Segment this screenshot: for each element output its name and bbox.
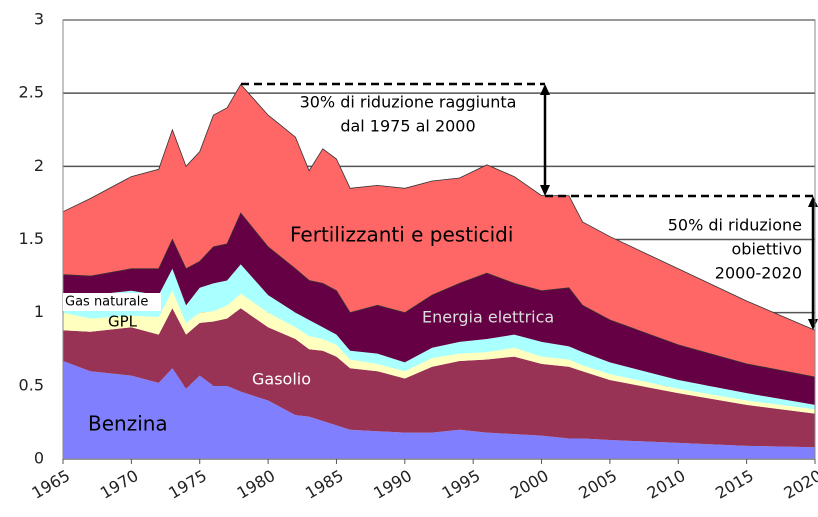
- series-label: Benzina: [88, 412, 168, 436]
- annotation: 50% di riduzione: [668, 216, 802, 235]
- y-tick-label: 0.5: [19, 375, 44, 394]
- area: [63, 360, 815, 459]
- annotation: dal 1975 al 2000: [340, 117, 475, 136]
- x-tick-label: 1975: [165, 466, 210, 503]
- series-label: Fertilizzanti e pesticidi: [290, 223, 513, 247]
- areas: [62, 83, 816, 459]
- y-tick-label: 2.5: [19, 83, 44, 102]
- y-tick-label: 1.5: [19, 229, 44, 248]
- area: [63, 290, 815, 414]
- area: [63, 213, 815, 405]
- series-label: GPL: [108, 313, 138, 331]
- arrow-head: [540, 185, 550, 196]
- y-tick-label: 0: [34, 449, 44, 468]
- series-label: Gas naturale: [65, 295, 148, 310]
- area: [63, 264, 815, 410]
- label-background: [63, 293, 161, 311]
- x-tick-label: 2015: [712, 466, 757, 503]
- series-label: Gasolio: [252, 370, 311, 389]
- x-tick-label: 1990: [370, 466, 415, 503]
- y-tick-label: 3: [34, 10, 44, 29]
- x-tick-label: 1965: [28, 466, 73, 503]
- x-tick-label: 2005: [575, 466, 620, 503]
- x-tick-label: 1995: [439, 466, 484, 503]
- x-tick-label: 2000: [507, 466, 552, 503]
- x-tick-label: 1970: [97, 466, 142, 503]
- annotation: 2000-2020: [715, 264, 802, 283]
- x-tick-label: 2020: [780, 466, 818, 503]
- overlay: 30% di riduzione raggiunta dal 1975 al 20…: [241, 82, 818, 330]
- x-tick-label: 1985: [302, 466, 347, 503]
- y-tick-label: 2: [34, 156, 44, 175]
- annotation: obiettivo: [732, 240, 802, 259]
- annotation: 30% di riduzione raggiunta: [300, 93, 517, 112]
- series-label: Energia elettrica: [422, 308, 554, 327]
- plot-border: [62, 19, 816, 460]
- arrow-head: [540, 84, 550, 95]
- x-tick-label: 1980: [234, 466, 279, 503]
- y-tick-label: 1: [34, 302, 44, 321]
- x-tick-label: 2010: [644, 466, 689, 503]
- area: [63, 308, 815, 448]
